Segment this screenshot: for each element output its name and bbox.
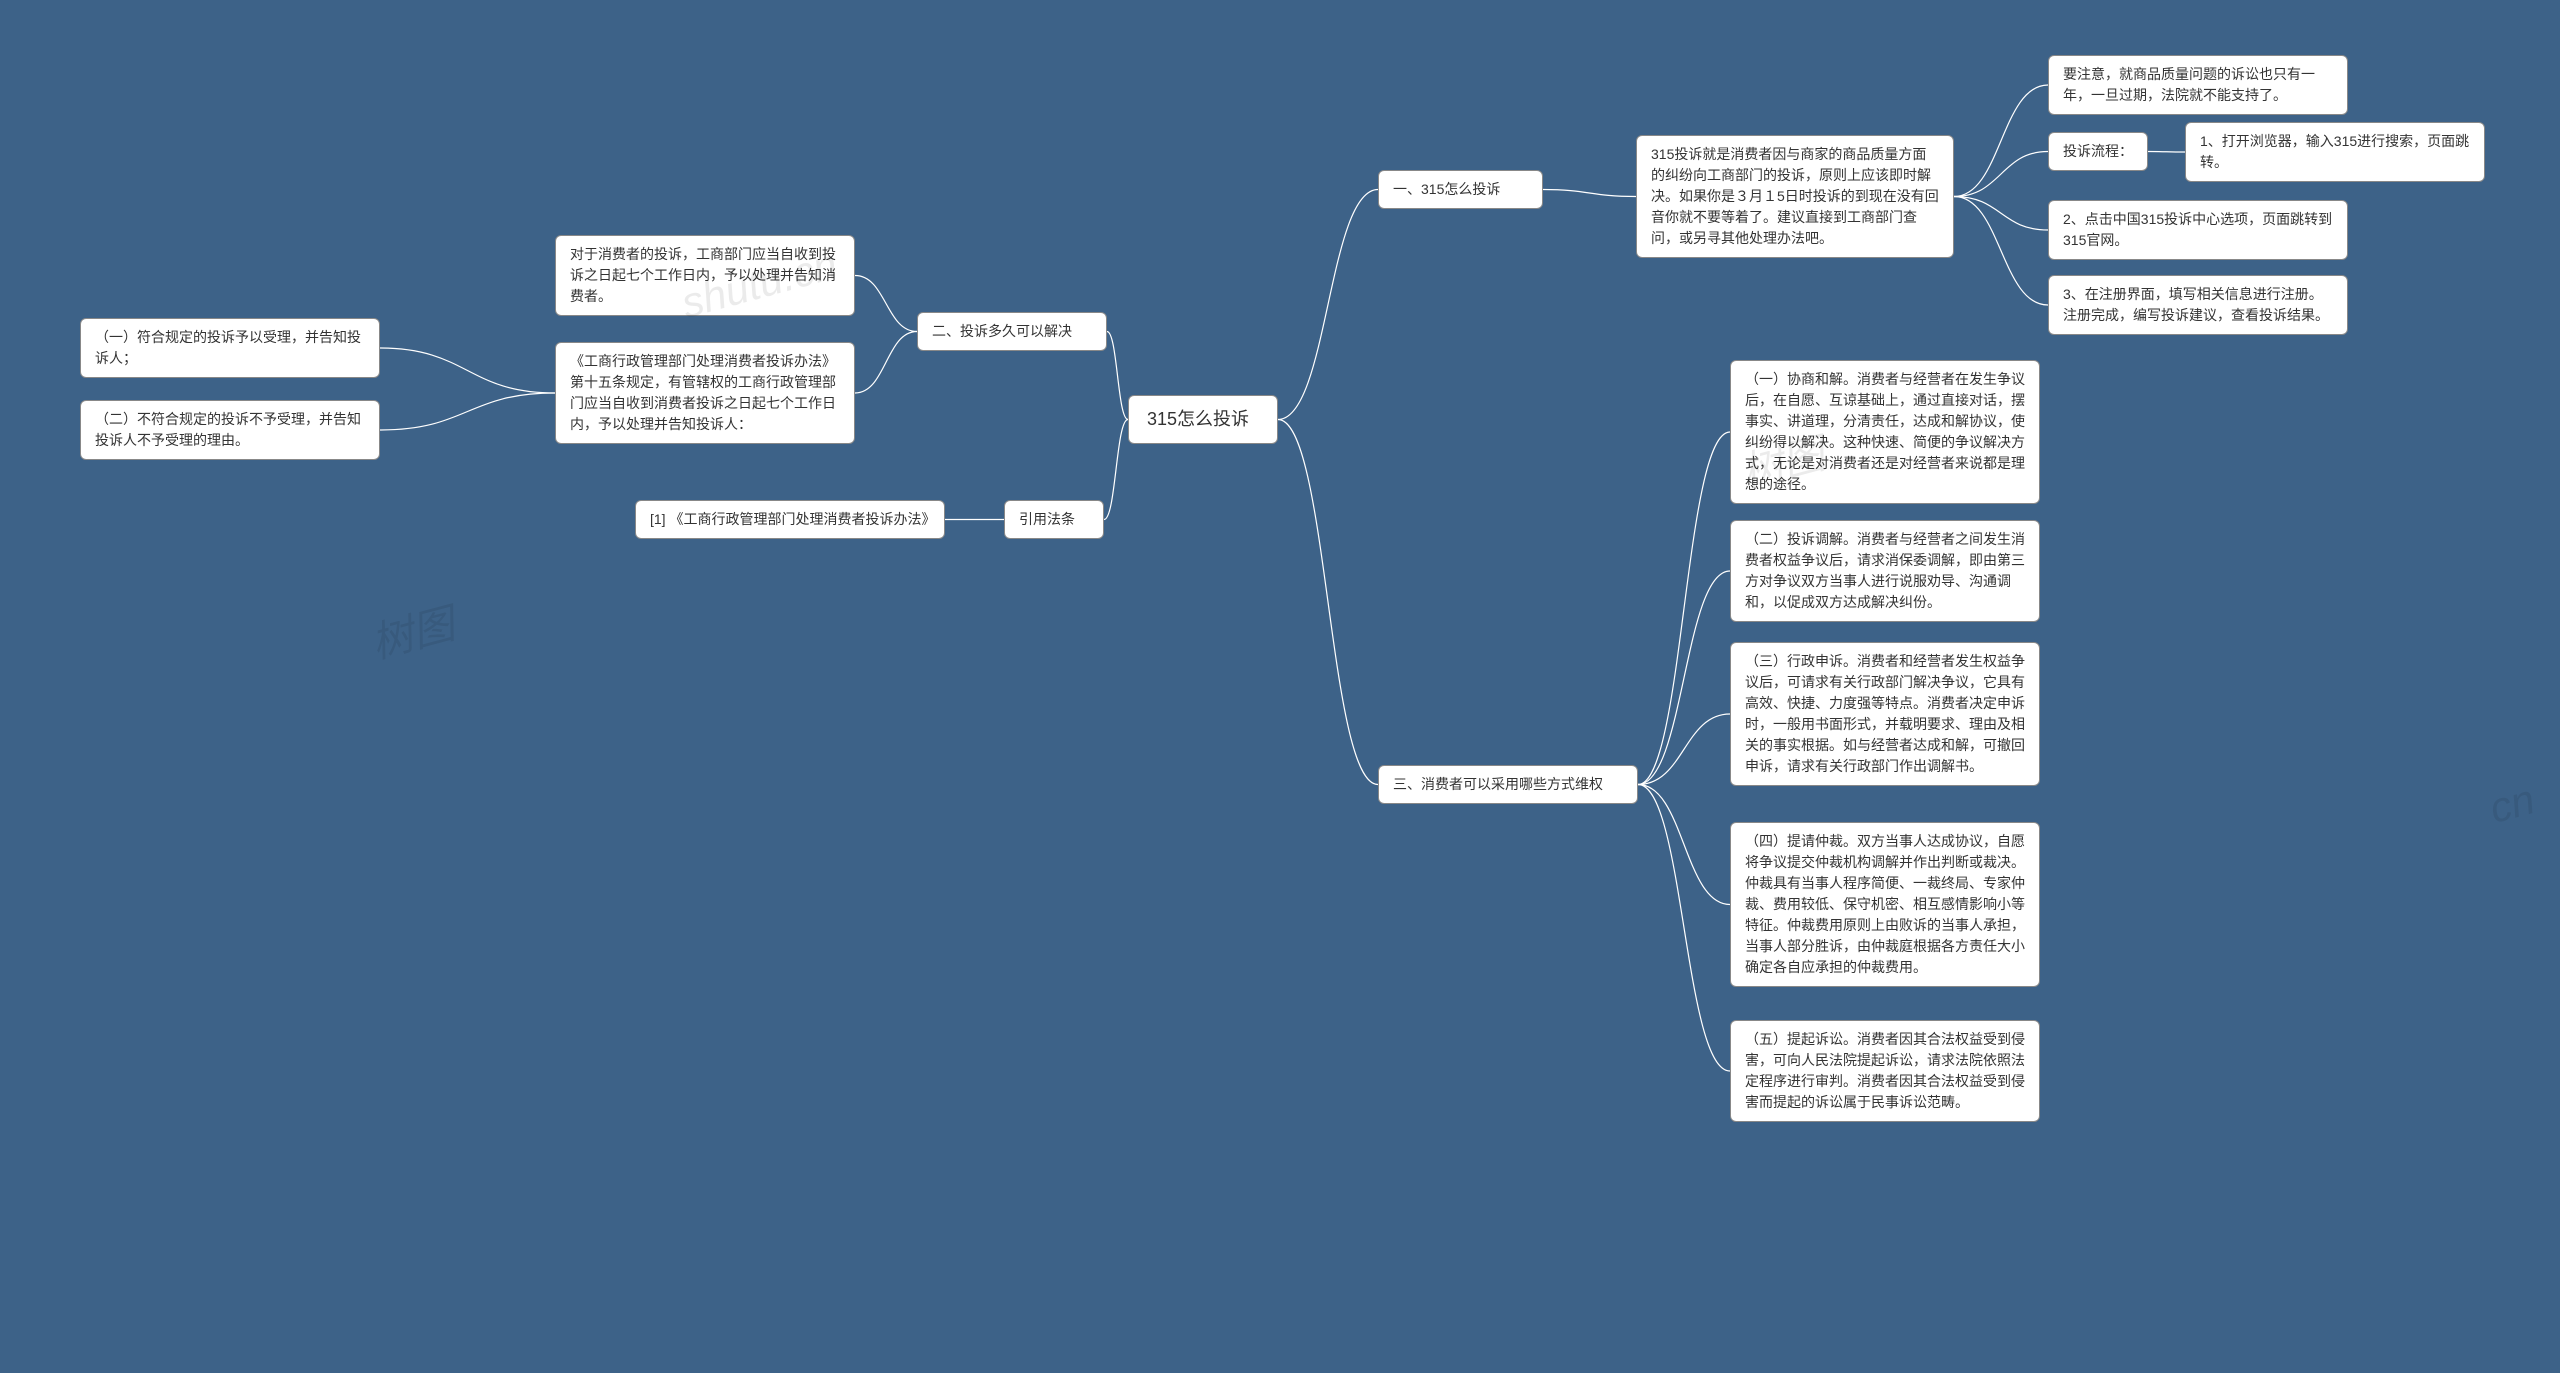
- watermark: cn: [2485, 775, 2540, 833]
- watermark: 树图: [364, 590, 461, 671]
- branch-1-title[interactable]: 一、315怎么投诉: [1378, 170, 1543, 209]
- branch-2-item-b-sub1[interactable]: （一）符合规定的投诉予以受理，并告知投诉人；: [80, 318, 380, 378]
- branch-3-item-2[interactable]: （二）投诉调解。消费者与经营者之间发生消费者权益争议后，请求消保委调解，即由第三…: [1730, 520, 2040, 622]
- branch-2-item-b[interactable]: 《工商行政管理部门处理消费者投诉办法》第十五条规定，有管辖权的工商行政管理部门应…: [555, 342, 855, 444]
- root-node[interactable]: 315怎么投诉: [1128, 395, 1278, 444]
- branch-4-item-a[interactable]: [1] 《工商行政管理部门处理消费者投诉办法》: [635, 500, 945, 539]
- branch-1-desc[interactable]: 315投诉就是消费者因与商家的商品质量方面的纠纷向工商部门的投诉，原则上应该即时…: [1636, 135, 1954, 258]
- branch-4-title[interactable]: 引用法条: [1004, 500, 1104, 539]
- branch-1-step-1[interactable]: 1、打开浏览器，输入315进行搜索，页面跳转。: [2185, 122, 2485, 182]
- branch-3-item-1[interactable]: （一）协商和解。消费者与经营者在发生争议后，在自愿、互谅基础上，通过直接对话，摆…: [1730, 360, 2040, 504]
- branch-3-item-5[interactable]: （五）提起诉讼。消费者因其合法权益受到侵害，可向人民法院提起诉讼，请求法院依照法…: [1730, 1020, 2040, 1122]
- branch-1-flow-label[interactable]: 投诉流程：: [2048, 132, 2148, 171]
- branch-3-item-3[interactable]: （三）行政申诉。消费者和经营者发生权益争议后，可请求有关行政部门解决争议，它具有…: [1730, 642, 2040, 786]
- branch-3-title[interactable]: 三、消费者可以采用哪些方式维权: [1378, 765, 1638, 804]
- branch-2-item-b-sub2[interactable]: （二）不符合规定的投诉不予受理，并告知投诉人不予受理的理由。: [80, 400, 380, 460]
- branch-1-step-2[interactable]: 2、点击中国315投诉中心选项，页面跳转到315官网。: [2048, 200, 2348, 260]
- branch-2-title[interactable]: 二、投诉多久可以解决: [917, 312, 1107, 351]
- branch-1-step-3[interactable]: 3、在注册界面，填写相关信息进行注册。注册完成，编写投诉建议，查看投诉结果。: [2048, 275, 2348, 335]
- branch-3-item-4[interactable]: （四）提请仲裁。双方当事人达成协议，自愿将争议提交仲裁机构调解并作出判断或裁决。…: [1730, 822, 2040, 987]
- branch-1-note[interactable]: 要注意，就商品质量问题的诉讼也只有一年，一旦过期，法院就不能支持了。: [2048, 55, 2348, 115]
- branch-2-item-a[interactable]: 对于消费者的投诉，工商部门应当自收到投诉之日起七个工作日内，予以处理并告知消费者…: [555, 235, 855, 316]
